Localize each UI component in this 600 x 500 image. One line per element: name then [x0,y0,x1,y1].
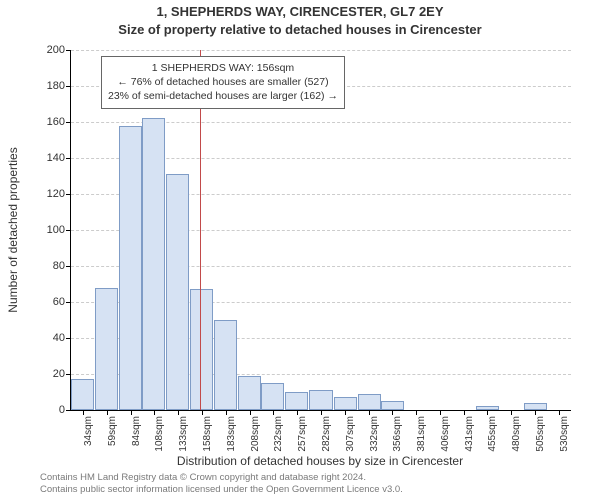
xtick-label: 158sqm [202,416,213,452]
page-title-line2: Size of property relative to detached ho… [0,22,600,37]
xtick-label: 59sqm [107,416,118,446]
ytick-label: 120 [35,188,71,200]
xtick-label: 183sqm [226,416,237,452]
histogram-bar [358,394,381,410]
annotation-line1: 1 SHEPHERDS WAY: 156sqm [108,61,338,75]
xtick-label: 406sqm [440,416,451,452]
grid-line [71,50,571,51]
xtick-mark [297,410,298,415]
xtick-mark [345,410,346,415]
xtick-mark [226,410,227,415]
xtick-mark [487,410,488,415]
histogram-bar [166,174,189,410]
xtick-label: 34sqm [83,416,94,446]
xtick-label: 208sqm [250,416,261,452]
ytick-label: 60 [35,296,71,308]
xtick-label: 307sqm [345,416,356,452]
annotation-box: 1 SHEPHERDS WAY: 156sqm← 76% of detached… [101,56,345,109]
footer-attribution: Contains HM Land Registry data © Crown c… [40,472,403,496]
xtick-mark [178,410,179,415]
ytick-label: 40 [35,332,71,344]
xtick-label: 257sqm [297,416,308,452]
x-axis-title: Distribution of detached houses by size … [70,454,570,468]
xtick-mark [321,410,322,415]
histogram-bar [524,403,547,410]
histogram-bar [214,320,237,410]
xtick-label: 480sqm [511,416,522,452]
xtick-mark [464,410,465,415]
xtick-label: 356sqm [392,416,403,452]
xtick-label: 431sqm [464,416,475,452]
histogram-bar [285,392,308,410]
histogram-bar [119,126,142,410]
annotation-line3: 23% of semi-detached houses are larger (… [108,89,338,103]
xtick-mark [369,410,370,415]
ytick-label: 200 [35,44,71,56]
xtick-label: 108sqm [154,416,165,452]
ytick-label: 20 [35,368,71,380]
xtick-mark [273,410,274,415]
xtick-label: 232sqm [273,416,284,452]
ytick-label: 80 [35,260,71,272]
page-title-line1: 1, SHEPHERDS WAY, CIRENCESTER, GL7 2EY [0,4,600,19]
xtick-mark [131,410,132,415]
histogram-bar [142,118,165,410]
ytick-label: 0 [35,404,71,416]
histogram-bar [190,289,213,410]
xtick-mark [107,410,108,415]
xtick-label: 332sqm [369,416,380,452]
xtick-mark [416,410,417,415]
xtick-mark [83,410,84,415]
footer-line2: Contains public sector information licen… [40,484,403,496]
xtick-mark [559,410,560,415]
xtick-label: 455sqm [487,416,498,452]
xtick-mark [535,410,536,415]
xtick-mark [392,410,393,415]
xtick-label: 530sqm [559,416,570,452]
ytick-label: 100 [35,224,71,236]
ytick-label: 140 [35,152,71,164]
xtick-mark [250,410,251,415]
xtick-mark [154,410,155,415]
histogram-bar [381,401,404,410]
xtick-label: 282sqm [321,416,332,452]
xtick-label: 133sqm [178,416,189,452]
histogram-bar [238,376,261,410]
histogram-bar [334,397,357,410]
xtick-label: 505sqm [535,416,546,452]
xtick-mark [202,410,203,415]
xtick-mark [440,410,441,415]
histogram-bar [261,383,284,410]
xtick-mark [511,410,512,415]
ytick-label: 160 [35,116,71,128]
ytick-label: 180 [35,80,71,92]
footer-line1: Contains HM Land Registry data © Crown c… [40,472,403,484]
histogram-plot: 02040608010012014016018020034sqm59sqm84s… [70,50,571,411]
xtick-label: 84sqm [131,416,142,446]
histogram-bar [309,390,332,410]
xtick-label: 381sqm [416,416,427,452]
histogram-bar [71,379,94,410]
histogram-bar [95,288,118,410]
annotation-line2: ← 76% of detached houses are smaller (52… [108,75,338,89]
